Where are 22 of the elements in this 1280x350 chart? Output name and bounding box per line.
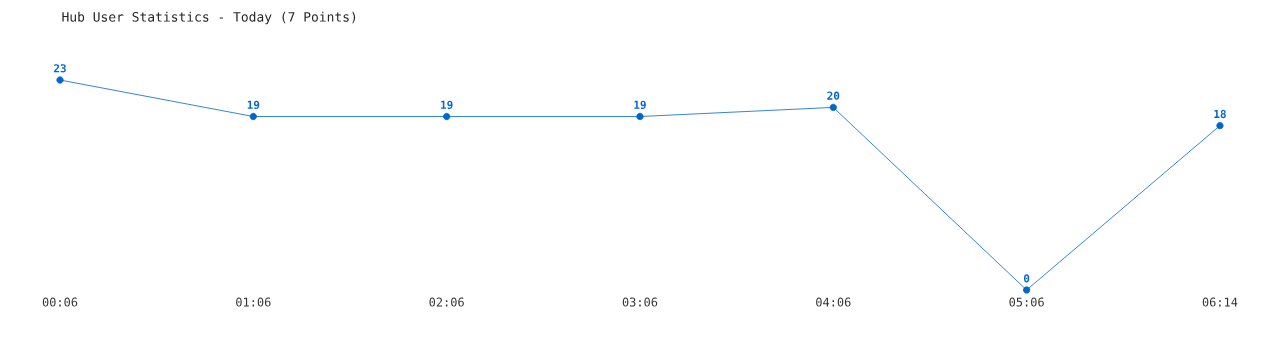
data-label: 19 <box>247 100 260 109</box>
x-tick-label: 01:06 <box>236 297 271 307</box>
chart-title: Hub User Statistics - Today (7 Points) <box>62 11 356 25</box>
x-tick-label: 05:06 <box>1009 297 1044 307</box>
data-label: 0 <box>1023 274 1030 283</box>
point <box>829 103 837 111</box>
data-label: 19 <box>441 100 453 109</box>
point <box>1023 286 1031 294</box>
point <box>56 76 64 84</box>
data-label: 23 <box>54 64 66 73</box>
point <box>249 112 257 121</box>
data-label: 20 <box>827 91 840 100</box>
point <box>443 112 451 121</box>
x-tick-label: 06:14 <box>1202 297 1238 307</box>
x-tick-label: 02:06 <box>429 297 464 307</box>
x-tick-label: 04:06 <box>816 297 851 307</box>
point <box>1216 122 1224 130</box>
x-tick-label: 00:06 <box>42 297 78 307</box>
x-tick-label: 03:06 <box>622 297 658 307</box>
data-label: 18 <box>1214 109 1226 119</box>
data-label: 19 <box>634 100 646 109</box>
point <box>636 112 644 121</box>
